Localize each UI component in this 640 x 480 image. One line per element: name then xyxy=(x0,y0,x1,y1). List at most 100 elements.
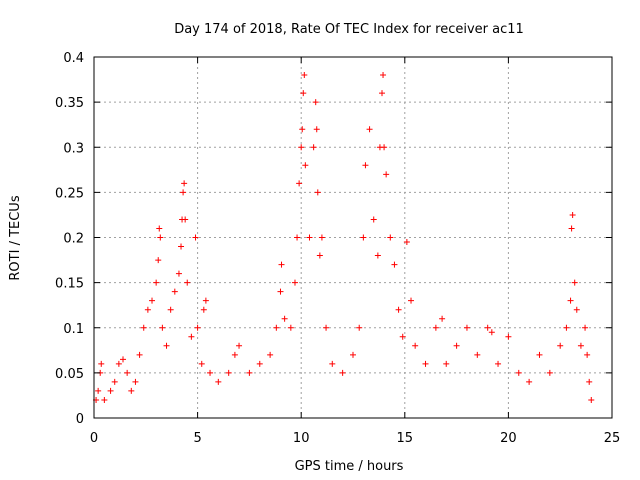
y-tick-label: 0.25 xyxy=(55,186,84,201)
data-point xyxy=(474,351,481,358)
data-point xyxy=(395,306,402,313)
data-point xyxy=(202,297,209,304)
x-tick-label: 10 xyxy=(293,431,310,446)
data-point xyxy=(115,360,122,367)
data-point xyxy=(339,369,346,376)
data-point xyxy=(582,324,589,331)
data-point xyxy=(302,162,309,169)
x-tick-label: 0 xyxy=(90,431,98,446)
data-point xyxy=(453,342,460,349)
data-point xyxy=(443,360,450,367)
data-point xyxy=(136,351,143,358)
data-point xyxy=(463,324,470,331)
data-point xyxy=(316,252,323,259)
data-point xyxy=(298,144,305,151)
data-point xyxy=(180,189,187,196)
data-point xyxy=(356,324,363,331)
data-point xyxy=(505,333,512,340)
data-point xyxy=(318,234,325,241)
data-point xyxy=(567,297,574,304)
data-point xyxy=(200,306,207,313)
data-point xyxy=(380,72,387,79)
data-point xyxy=(399,333,406,340)
data-point xyxy=(439,315,446,322)
data-point xyxy=(281,315,288,322)
x-tick-label: 5 xyxy=(193,431,201,446)
data-point xyxy=(300,90,307,97)
x-tick-label: 15 xyxy=(397,431,414,446)
data-point xyxy=(362,162,369,169)
data-point xyxy=(526,378,533,385)
data-point xyxy=(306,234,313,241)
data-point xyxy=(140,324,147,331)
data-point xyxy=(95,387,102,394)
y-tick-label: 0.35 xyxy=(55,96,84,111)
data-point xyxy=(157,234,164,241)
data-point xyxy=(167,306,174,313)
data-point xyxy=(350,351,356,358)
y-tick-label: 0.05 xyxy=(55,367,84,382)
data-point xyxy=(256,360,263,367)
data-point xyxy=(403,239,410,246)
data-point xyxy=(314,189,321,196)
data-point xyxy=(291,279,298,286)
data-point xyxy=(159,324,166,331)
data-point xyxy=(192,234,199,241)
data-point xyxy=(215,378,222,385)
data-point xyxy=(107,387,114,394)
y-tick-label: 0.15 xyxy=(55,277,84,292)
data-point xyxy=(391,261,398,268)
y-axis-label: ROTI / TECUs xyxy=(8,195,23,280)
data-point xyxy=(412,342,419,349)
data-point xyxy=(577,342,584,349)
chart-title: Day 174 of 2018, Rate Of TEC Index for r… xyxy=(174,22,524,37)
data-point xyxy=(124,369,131,376)
data-point xyxy=(156,225,163,232)
data-point xyxy=(569,211,576,218)
data-point xyxy=(225,369,232,376)
y-tick-label: 0.1 xyxy=(63,322,84,337)
data-point xyxy=(383,171,390,178)
data-point xyxy=(379,90,386,97)
data-point xyxy=(584,351,591,358)
data-point xyxy=(495,360,502,367)
data-point xyxy=(231,351,238,358)
data-point xyxy=(422,360,429,367)
data-point xyxy=(536,351,543,358)
data-point xyxy=(198,360,205,367)
data-point xyxy=(408,297,415,304)
data-point xyxy=(432,324,439,331)
data-point xyxy=(329,360,336,367)
data-point xyxy=(287,324,294,331)
data-point xyxy=(120,356,127,363)
data-point xyxy=(374,252,381,259)
data-point xyxy=(171,288,178,295)
data-point xyxy=(246,369,253,376)
x-tick-label: 25 xyxy=(604,431,621,446)
data-point xyxy=(381,144,388,151)
data-point xyxy=(312,99,319,106)
data-point xyxy=(277,288,284,295)
data-point xyxy=(588,396,595,403)
y-tick-label: 0.2 xyxy=(63,232,84,247)
data-point xyxy=(586,378,593,385)
points-layer xyxy=(93,72,595,403)
data-point xyxy=(98,360,105,367)
data-point xyxy=(323,324,330,331)
data-point xyxy=(188,333,195,340)
data-point xyxy=(294,234,301,241)
data-point xyxy=(194,324,201,331)
y-tick-label: 0 xyxy=(76,412,84,427)
data-point xyxy=(273,324,280,331)
data-point xyxy=(370,216,377,223)
data-point xyxy=(101,396,108,403)
data-point xyxy=(182,216,189,223)
data-point xyxy=(296,180,303,187)
data-point xyxy=(310,144,317,151)
data-point xyxy=(128,387,135,394)
y-tick-label: 0.3 xyxy=(63,141,84,156)
data-point xyxy=(207,369,214,376)
data-point xyxy=(546,369,553,376)
data-point xyxy=(236,342,243,349)
